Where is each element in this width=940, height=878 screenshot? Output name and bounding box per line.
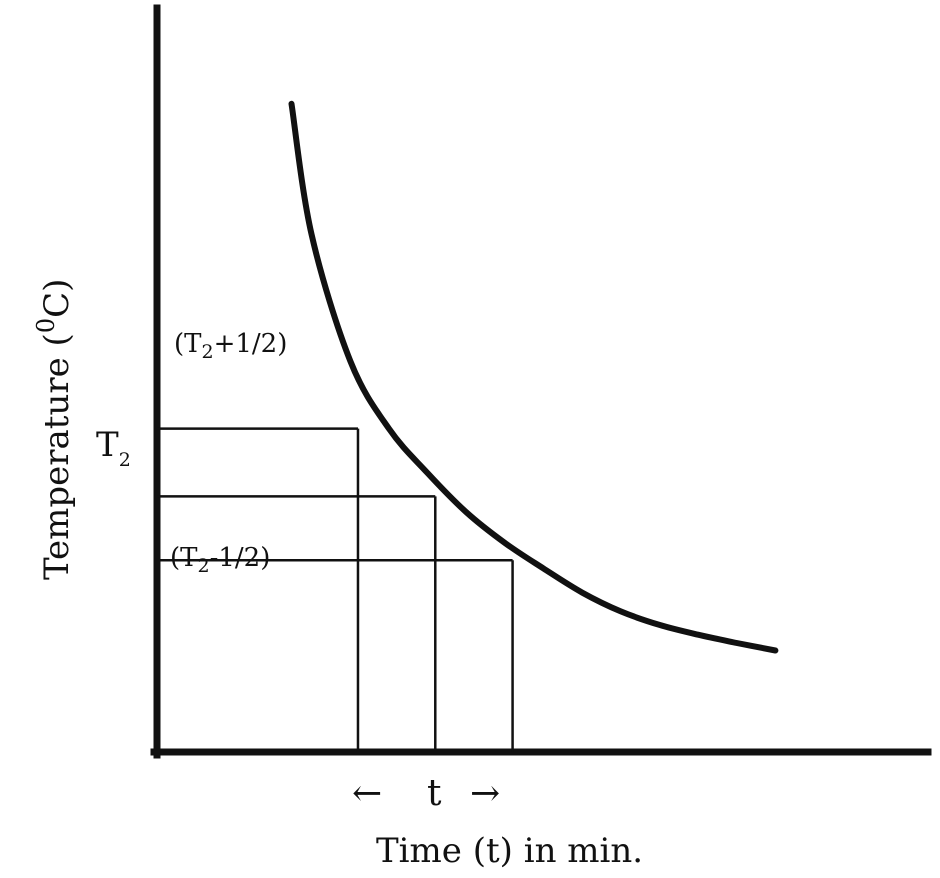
interval-arrow-left: ← xyxy=(352,773,382,814)
interval-label-t: t xyxy=(427,773,442,814)
label-t2-plus-half: (T2+1/2) xyxy=(174,329,287,363)
reference-lines xyxy=(157,427,514,752)
y-axis-title-sup: 0 xyxy=(32,318,60,333)
label-t2: T2 xyxy=(96,425,131,471)
y-axis-title-pre: Temperature ( xyxy=(37,333,77,580)
y-axis-title-post: C) xyxy=(37,279,77,318)
cooling-curve-line xyxy=(288,100,779,654)
label-t2-minus-half: (T2-1/2) xyxy=(170,543,270,577)
interval-arrow-right: → xyxy=(470,773,500,814)
y-axis-title: Temperature (0C) xyxy=(32,279,77,580)
x-axis-title: Time (t) in min. xyxy=(376,831,643,871)
